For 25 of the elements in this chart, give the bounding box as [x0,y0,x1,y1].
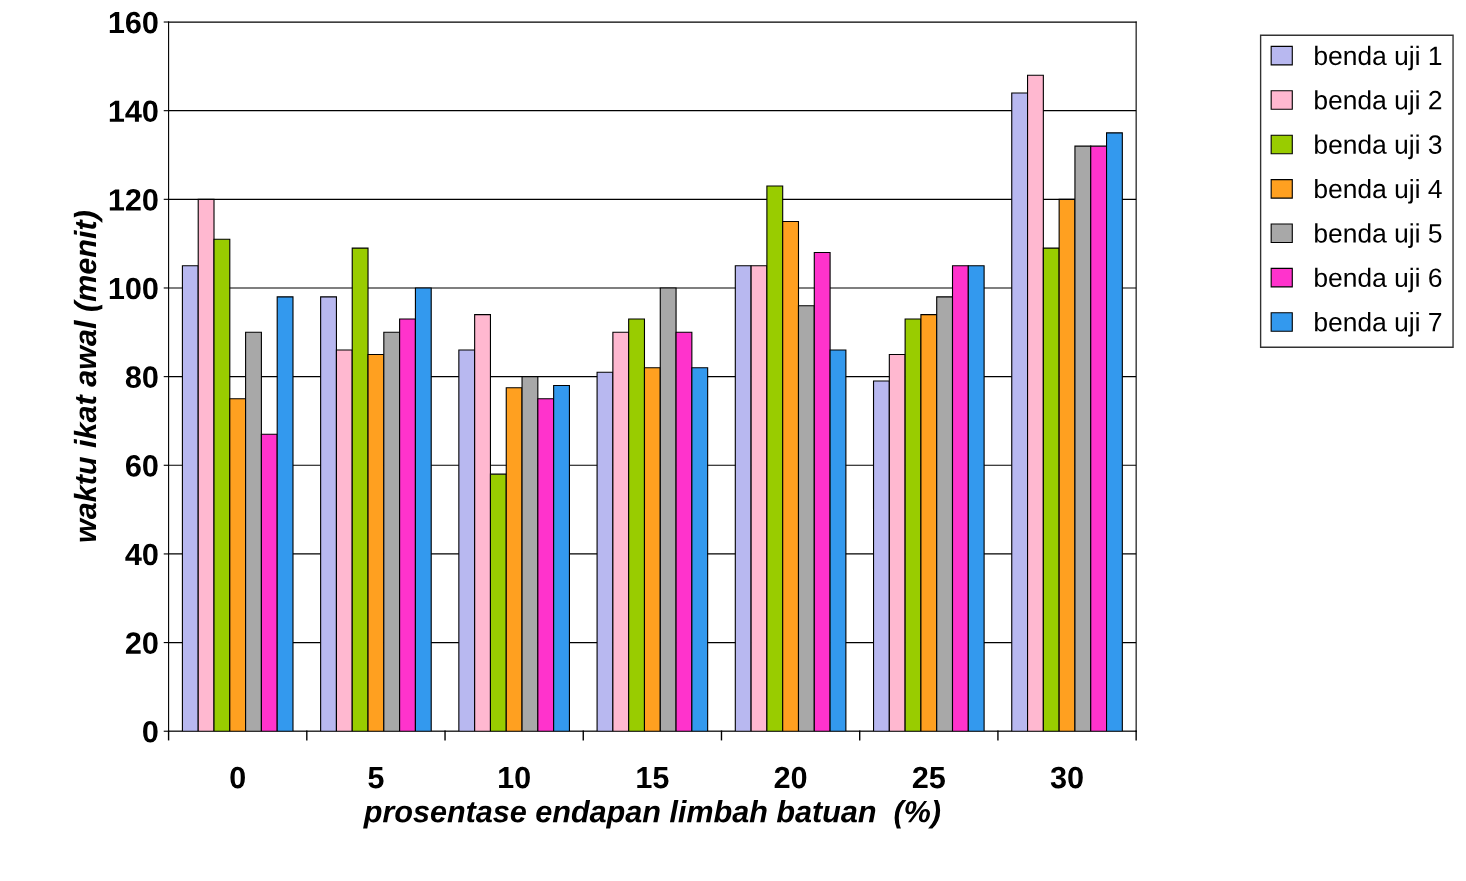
legend-label: benda uji 1 [1315,45,1442,71]
x-tick-label: 10 [499,766,530,789]
x-tick-label: 15 [637,767,669,789]
legend-label: benda uji 3 [1315,134,1442,160]
y-axis-title: waktu ikat awal (menit) [73,211,103,542]
y-tick-label: 120 [109,189,158,211]
y-tick-label: 80 [125,366,158,388]
x-tick-label: 25 [912,766,945,789]
x-axis-title: prosentase endapan limbah batuan (%) [363,799,941,829]
y-tick-label: 20 [125,632,158,654]
legend-label: benda uji 6 [1315,267,1442,293]
legend-label: benda uji 4 [1315,178,1442,204]
y-tick-label: 40 [125,543,158,566]
y-tick-label: 0 [143,720,158,743]
legend-label: benda uji 7 [1315,312,1442,337]
y-tick-label: 140 [109,100,158,123]
x-tick-label: 5 [368,767,384,789]
legend-label: benda uji 2 [1315,90,1442,115]
y-tick-label: 60 [126,455,158,477]
x-tick-label: 20 [774,766,807,789]
y-tick-label: 100 [109,277,158,300]
x-tick-label: 30 [1050,766,1083,789]
y-tick-label: 160 [109,11,158,34]
x-tick-label: 0 [230,766,245,789]
legend-label: benda uji 5 [1315,223,1442,248]
